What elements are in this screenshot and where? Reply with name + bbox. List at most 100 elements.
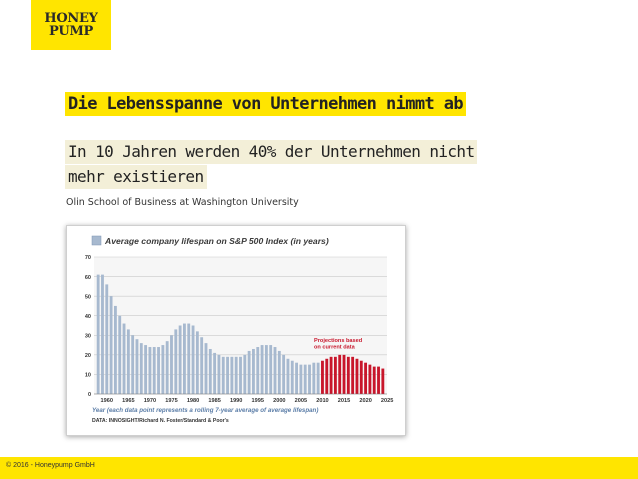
x-tick-label: 1995 bbox=[252, 398, 264, 404]
slide-subtitle-line-1: In 10 Jahren werden 40% der Unternehmen … bbox=[65, 140, 478, 164]
historic-bar bbox=[213, 352, 217, 394]
y-tick-label: 50 bbox=[85, 294, 91, 300]
projection-bar bbox=[381, 368, 385, 394]
projection-bar bbox=[325, 358, 329, 394]
historic-bar bbox=[126, 329, 130, 394]
copyright-text: © 2016 - Honeypump GmbH bbox=[6, 462, 95, 469]
y-tick-label: 30 bbox=[85, 333, 91, 339]
projection-bar bbox=[359, 360, 363, 394]
historic-bar bbox=[282, 354, 286, 394]
x-tick-label: 2020 bbox=[359, 398, 371, 404]
projection-bar bbox=[372, 366, 376, 394]
historic-bar bbox=[148, 347, 152, 394]
honeypump-logo: HONEY PUMP bbox=[31, 0, 111, 50]
y-tick-label: 60 bbox=[85, 275, 91, 281]
x-tick-label: 1985 bbox=[208, 398, 220, 404]
historic-bar bbox=[256, 347, 260, 394]
historic-bar bbox=[217, 354, 221, 394]
projection-bar bbox=[351, 356, 355, 394]
historic-bar bbox=[157, 347, 160, 394]
projection-bar bbox=[333, 356, 337, 394]
historic-bar bbox=[234, 356, 238, 394]
historic-bar bbox=[269, 345, 273, 394]
historic-bar bbox=[277, 350, 281, 394]
y-tick-label: 20 bbox=[85, 353, 91, 359]
historic-bar bbox=[200, 337, 204, 394]
historic-bar bbox=[187, 323, 191, 394]
lifespan-chart-card: Average company lifespan on S&P 500 Inde… bbox=[66, 225, 406, 436]
legend-swatch bbox=[91, 235, 102, 246]
historic-bar bbox=[144, 345, 148, 394]
x-tick-label: 1970 bbox=[144, 398, 156, 404]
historic-bar bbox=[204, 343, 208, 394]
historic-bar bbox=[252, 348, 255, 394]
footer-bar: © 2016 - Honeypump GmbH bbox=[0, 457, 638, 479]
historic-bar bbox=[286, 358, 290, 394]
historic-bar bbox=[170, 335, 173, 394]
historic-bar bbox=[122, 323, 126, 394]
y-tick-label: 0 bbox=[88, 392, 91, 398]
projection-bar bbox=[346, 356, 350, 394]
x-tick-label: 2005 bbox=[295, 398, 307, 404]
x-tick-label: 2015 bbox=[338, 398, 350, 404]
historic-bar bbox=[221, 356, 225, 394]
x-tick-label: 2000 bbox=[273, 398, 285, 404]
historic-bar bbox=[312, 362, 316, 394]
historic-bar bbox=[247, 350, 251, 394]
historic-bar bbox=[226, 356, 229, 394]
historic-bar bbox=[135, 339, 139, 394]
historic-bar bbox=[178, 325, 182, 394]
y-tick-label: 40 bbox=[85, 314, 91, 320]
historic-bar bbox=[101, 274, 104, 394]
historic-bar bbox=[152, 347, 156, 394]
x-tick-label: 1980 bbox=[187, 398, 199, 404]
x-axis-label: Year (each data point represents a rolli… bbox=[92, 407, 318, 414]
historic-bar bbox=[264, 345, 268, 394]
projection-bar bbox=[329, 356, 333, 394]
historic-bar bbox=[131, 335, 135, 394]
historic-bar bbox=[273, 347, 277, 394]
historic-bar bbox=[243, 354, 247, 394]
historic-bar bbox=[113, 305, 117, 394]
logo-line-1: HONEY bbox=[44, 11, 98, 26]
historic-bar bbox=[299, 364, 303, 394]
historic-bar bbox=[290, 360, 294, 394]
slide-subtitle-line-2: mehr existieren bbox=[65, 165, 207, 189]
data-credit: DATA: INNOSIGHT/Richard N. Foster/Standa… bbox=[92, 418, 229, 424]
historic-bar bbox=[165, 341, 169, 394]
projection-bar bbox=[364, 362, 368, 394]
historic-bar bbox=[183, 323, 186, 394]
projection-bar bbox=[355, 358, 359, 394]
x-tick-label: 2025 bbox=[381, 398, 393, 404]
x-tick-label: 1975 bbox=[165, 398, 177, 404]
historic-bar bbox=[230, 356, 234, 394]
x-tick-label: 2010 bbox=[316, 398, 328, 404]
logo-line-2: PUMP bbox=[48, 24, 94, 39]
x-tick-label: 1965 bbox=[122, 398, 134, 404]
historic-bar bbox=[191, 325, 195, 394]
projection-bar bbox=[342, 354, 346, 394]
historic-bar bbox=[208, 348, 212, 394]
historic-bar bbox=[161, 345, 165, 394]
slide-title: Die Lebensspanne von Unternehmen nimmt a… bbox=[65, 92, 467, 116]
historic-bar bbox=[295, 362, 298, 394]
projection-annotation: Projections based bbox=[314, 338, 363, 344]
x-tick-label: 1960 bbox=[101, 398, 113, 404]
historic-bar bbox=[195, 331, 199, 394]
historic-bar bbox=[303, 364, 307, 394]
historic-bar bbox=[109, 296, 113, 394]
historic-bar bbox=[239, 356, 242, 394]
historic-bar bbox=[316, 362, 320, 394]
projection-bar bbox=[338, 354, 342, 394]
historic-bar bbox=[118, 315, 122, 394]
historic-bar bbox=[308, 364, 311, 394]
historic-bar bbox=[260, 345, 264, 394]
projection-bar bbox=[377, 366, 380, 394]
projection-bar bbox=[368, 364, 372, 394]
lifespan-chart: Average company lifespan on S&P 500 Inde… bbox=[85, 235, 393, 424]
historic-bar bbox=[105, 284, 109, 394]
y-tick-label: 70 bbox=[85, 255, 91, 261]
historic-bar bbox=[139, 343, 143, 394]
projection-annotation: on current data bbox=[314, 345, 356, 351]
projection-bar bbox=[321, 360, 324, 394]
